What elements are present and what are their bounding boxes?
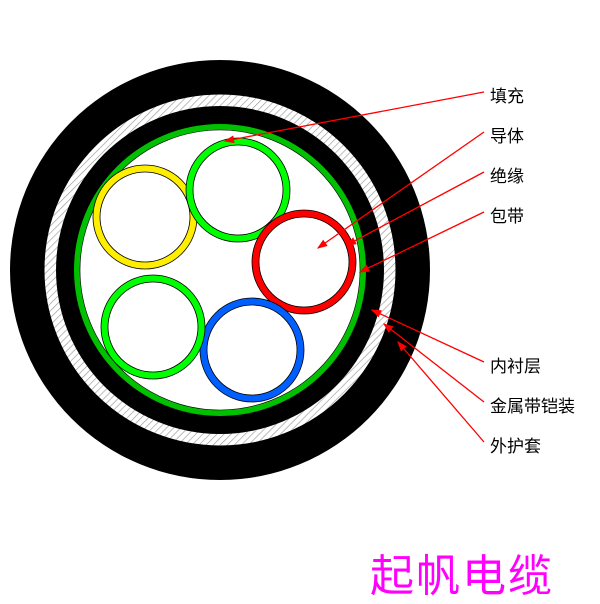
- label-inner: 内衬层: [490, 352, 541, 377]
- label-armor: 金属带铠装: [490, 392, 575, 417]
- label-filler: 填充: [490, 82, 524, 107]
- label-insulation: 绝缘: [490, 162, 524, 187]
- label-sheath: 外护套: [490, 432, 541, 457]
- conductor-core-3: [200, 298, 304, 402]
- conductor-core-4: [101, 275, 205, 379]
- label-conductor: 导体: [490, 122, 524, 147]
- brand-watermark: 起帆电缆: [370, 540, 554, 604]
- conductor-core-2: [252, 210, 356, 314]
- conductor-core-0: [93, 165, 197, 269]
- label-tape: 包带: [490, 202, 524, 227]
